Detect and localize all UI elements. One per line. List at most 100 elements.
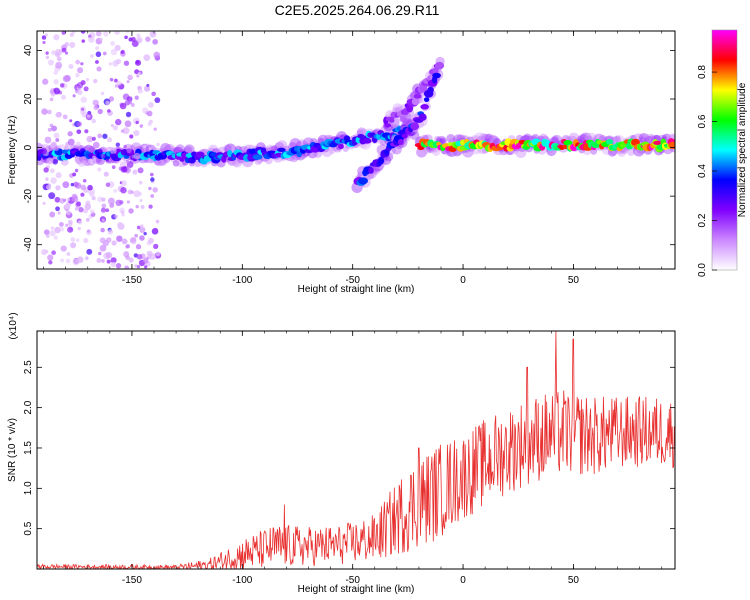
spectrogram-cell: [139, 235, 145, 241]
spectrogram-cell: [110, 48, 118, 56]
spectrogram-cell: [134, 264, 138, 268]
spectrogram-cell: [329, 147, 336, 155]
spectrogram-cell: [113, 189, 118, 193]
y-tick-label: 1.0: [23, 481, 34, 495]
spectrogram-cell: [65, 223, 69, 227]
spectrogram-cell: [80, 96, 88, 103]
spectrogram-cell: [86, 248, 93, 255]
spectrogram-cell: [100, 227, 105, 233]
spectrogram-cell: [80, 62, 84, 66]
spectrogram-cell: [114, 44, 121, 52]
spectrogram-cell: [95, 60, 99, 64]
spectrogram-cell: [83, 237, 89, 244]
spectrogram-cell: [108, 96, 115, 102]
spectrogram-cell: [397, 138, 404, 146]
spectrogram-cell: [143, 144, 147, 149]
spectrogram-cell: [42, 78, 49, 85]
spectrogram-cell: [64, 204, 71, 210]
spectrogram-cell: [91, 118, 97, 124]
spectrogram-cell: [133, 190, 141, 198]
spectrogram-cell: [132, 241, 136, 245]
spectrogram-cell: [121, 238, 128, 245]
spectrogram-cell: [137, 191, 142, 196]
spectrogram-cell: [90, 54, 94, 58]
snr-series-line: [37, 331, 675, 569]
spectrogram-cell: [103, 31, 109, 37]
spectrogram-cell: [139, 143, 149, 153]
spectrogram-cell: [100, 91, 105, 96]
spectrogram-cell: [136, 225, 141, 230]
spectrogram-cell: [116, 80, 122, 86]
spectrogram-cell: [123, 60, 130, 66]
spectrogram-cell: [59, 83, 65, 88]
spectrogram-cell: [87, 184, 93, 191]
spectrogram-cell: [114, 31, 120, 35]
spectrogram-cell: [111, 240, 117, 246]
spectrogram-cell: [638, 133, 650, 144]
spectrogram-cell: [270, 145, 278, 152]
spectrogram-cell: [99, 237, 106, 244]
spectrogram-cell: [108, 62, 113, 66]
spectrogram-cell: [83, 86, 89, 92]
spectrogram-cell: [47, 59, 54, 66]
spectrogram-cell: [135, 120, 139, 125]
spectrogram-cell: [130, 103, 135, 107]
spectrogram-cell: [146, 250, 153, 257]
spectrogram-cell: [153, 228, 158, 233]
spectrogram-cell: [434, 61, 445, 70]
spectrogram-cell: [130, 36, 136, 42]
x-tick-label: 0: [460, 275, 466, 286]
spectrogram-cell: [129, 134, 134, 139]
spectrogram-cell: [110, 261, 116, 268]
spectrogram-cell: [137, 38, 141, 43]
spectrogram-cell: [81, 39, 86, 43]
spectrogram-cell: [80, 109, 86, 115]
spectrogram-cell: [51, 250, 56, 256]
spectrogram-cell: [75, 73, 80, 78]
spectrogram-cell: [55, 138, 60, 142]
spectrogram-cell: [44, 33, 49, 37]
spectrogram-cell: [123, 144, 127, 149]
spectrogram-cell: [96, 66, 102, 72]
spectrogram-cell: [74, 154, 85, 165]
spectrogram-cell: [102, 133, 108, 139]
spectrogram-cell: [107, 109, 111, 113]
spectrogram-cell: [153, 243, 159, 250]
spectrogram-cell: [133, 130, 140, 137]
spectrogram-cell: [75, 238, 80, 242]
colorbar-tick-label: 0.8: [697, 65, 708, 79]
spectrogram-cell: [358, 177, 369, 185]
spectrogram-cell: [131, 40, 139, 48]
spectrogram-cell: [97, 133, 103, 139]
spectrogram-cell: [105, 182, 111, 188]
spectrogram-cell: [439, 137, 446, 144]
spectrogram-cell: [60, 245, 67, 252]
spectrogram-cell: [81, 107, 85, 111]
snr-x-label: Height of straight line (km): [298, 584, 415, 595]
spectrogram-cell: [399, 115, 407, 123]
spectrogram-cell: [252, 154, 263, 160]
spectrogram-cell: [107, 229, 114, 235]
spectrogram-cell: [80, 31, 86, 34]
spectrogram-cell: [627, 148, 635, 156]
spectrogram-cell: [175, 144, 185, 155]
spectrogram-cell: [434, 136, 441, 143]
spectrogram-cell: [69, 119, 73, 123]
spectrogram-cell: [115, 118, 122, 126]
snr-panel: -150 -100 -50 0 50 0.5 1.0 1.5 2.0 2.5 Height of…: [7, 312, 676, 595]
spectrogram-cell: [431, 147, 441, 157]
spectrogram-cell: [296, 141, 303, 148]
spectrogram-cell: [137, 88, 143, 94]
spectrogram-cell: [67, 131, 73, 137]
spectrogram-cell: [84, 129, 89, 134]
spectrogram-cell: [106, 237, 112, 243]
spectrogram-cell: [103, 171, 109, 177]
spectrogram-cell: [85, 229, 92, 236]
spectrogram-cell: [127, 100, 133, 105]
spectrogram-cell: [125, 244, 130, 249]
spectrogram-cell: [98, 251, 102, 256]
spectrogram-cell: [148, 102, 154, 108]
spectrogram-cell: [107, 197, 115, 205]
colorbar-tick-label: 0.6: [697, 114, 708, 128]
spectrogram-cell: [83, 208, 89, 214]
